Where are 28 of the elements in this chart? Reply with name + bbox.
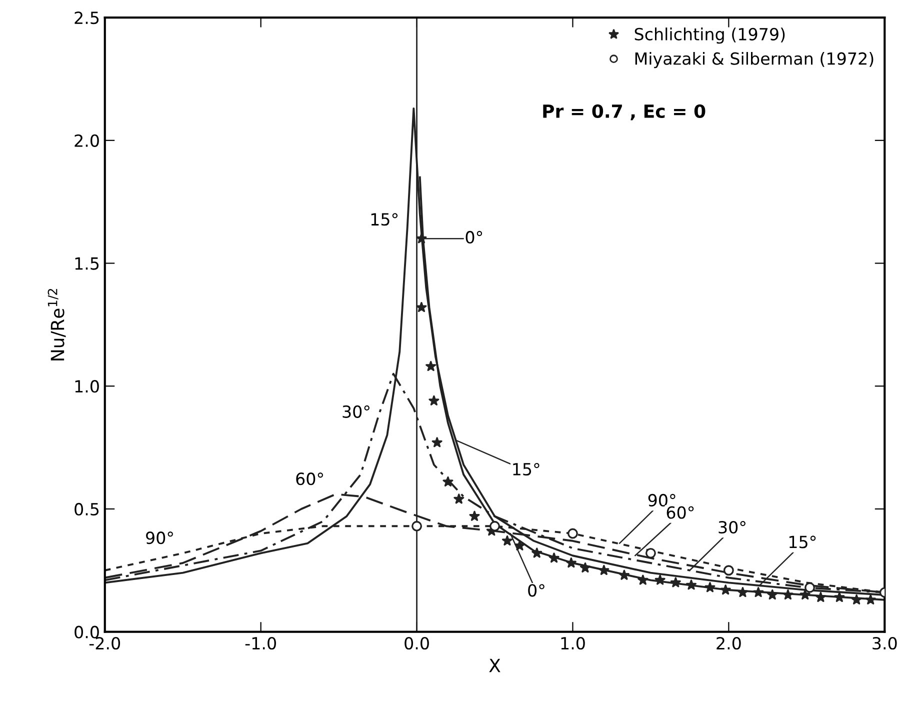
annotation: Pr = 0.7 , Ec = 0: [543, 104, 706, 120]
x-tick-label: -2.0: [89, 636, 120, 650]
y-tick-label: 2.5: [74, 12, 99, 24]
legend-label: Schlichting (1979): [634, 28, 785, 44]
x-tick-label: -1.0: [245, 636, 276, 650]
annotation: 30°: [718, 520, 746, 534]
annotation: 30°: [342, 405, 370, 418]
y-axis-title: Nu/Re$^{1/2}$: [48, 288, 66, 360]
annotation: 90°: [146, 532, 173, 544]
y-tick-label: 0.5: [74, 502, 99, 516]
y-tick-label: 1.5: [75, 257, 99, 270]
annotation: 90°: [648, 494, 676, 507]
x-tick-label: 0.0: [404, 636, 429, 650]
annotation: 0°: [528, 584, 544, 597]
y-tick-label: 0.0: [74, 626, 99, 638]
y-tick-label: 1.0: [75, 380, 99, 393]
annotation: 15°: [513, 462, 540, 476]
x-tick-label: 3.0: [872, 636, 897, 650]
x-tick-label: 1.0: [561, 636, 585, 650]
annotation: 15°: [789, 536, 816, 548]
x-axis-title: X: [489, 658, 500, 672]
y-tick-label: 2.0: [74, 134, 99, 147]
legend-label: Miyazaki & Silberman (1972): [635, 52, 874, 68]
x-tick-label: 2.0: [716, 636, 741, 650]
annotation: 60°: [666, 506, 694, 519]
annotation: 60°: [296, 472, 323, 486]
annotation: 0°: [466, 230, 482, 244]
annotation: 15°: [371, 213, 398, 226]
